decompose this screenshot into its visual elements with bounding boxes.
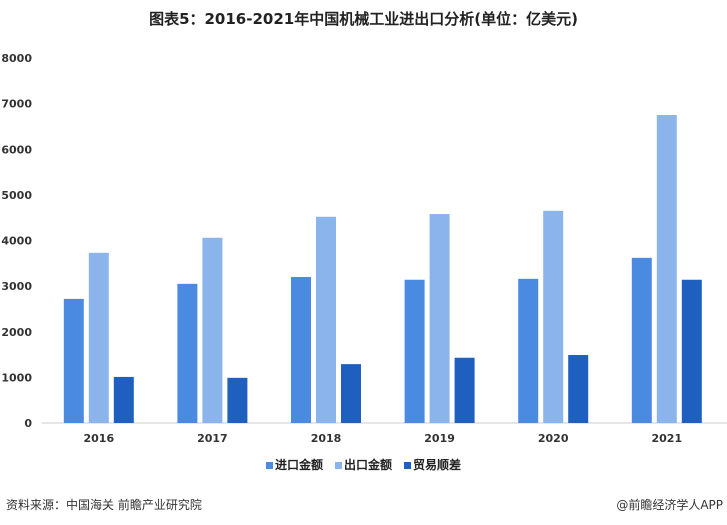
bar-2018-0 [291,277,311,423]
y-tick-label: 1000 [1,371,32,384]
y-tick-label: 6000 [1,143,32,156]
bar-chart: 0 1000 2000 3000 4000 5000 6000 7000 8000 2016 201… [1,52,727,445]
legend-swatch [265,462,273,469]
y-tick-label: 3000 [1,280,32,293]
credit: @前瞻经济学人APP [616,498,723,512]
bar-2016-0 [63,298,84,423]
y-tick-label: 4000 [1,235,32,248]
legend-item: 进口金额 [265,456,323,473]
legend: 进口金额 出口金额 贸易顺差 [0,456,727,473]
legend-item: 贸易顺差 [404,456,461,473]
bar-2017-2 [227,377,248,423]
bar-2017-1 [202,237,223,423]
y-tick-label: 5000 [1,189,32,202]
legend-label: 出口金额 [343,458,392,472]
y-tick-label: 7000 [1,98,32,111]
x-tick-label: 2018 [311,432,342,445]
legend-label: 贸易顺差 [413,458,462,472]
bar-2021-1 [656,115,677,423]
source-note: 资料来源：中国海关 前瞻产业研究院 [6,498,202,512]
y-tick-label: 0 [24,417,32,430]
x-tick-label: 2020 [538,432,569,445]
bar-2019-2 [454,357,475,423]
legend-swatch [334,462,342,469]
chart-title: 图表5：2016-2021年中国机械工业进出口分析(单位：亿美元) [149,10,578,28]
bar-2018-2 [341,364,361,423]
y-tick-label: 2000 [1,326,32,339]
bar-2021-0 [631,257,652,423]
bar-2020-1 [543,210,564,423]
x-tick-label: 2019 [424,432,455,445]
legend-label: 进口金额 [274,458,323,472]
x-tick-label: 2017 [197,432,228,445]
bar-2020-2 [568,355,589,423]
bar-2016-2 [113,376,134,423]
bar-2018-1 [316,216,336,423]
x-tick-label: 2016 [83,432,114,445]
bar-2016-1 [88,252,109,423]
bar-2017-0 [177,283,198,423]
legend-swatch [404,462,411,469]
y-tick-label: 8000 [1,52,32,65]
bar-2019-0 [404,279,425,423]
bar-2020-0 [518,278,539,423]
legend-item: 出口金额 [334,456,392,473]
bar-2021-2 [681,279,702,423]
bar-2019-1 [429,214,450,423]
x-tick-label: 2021 [651,432,682,445]
